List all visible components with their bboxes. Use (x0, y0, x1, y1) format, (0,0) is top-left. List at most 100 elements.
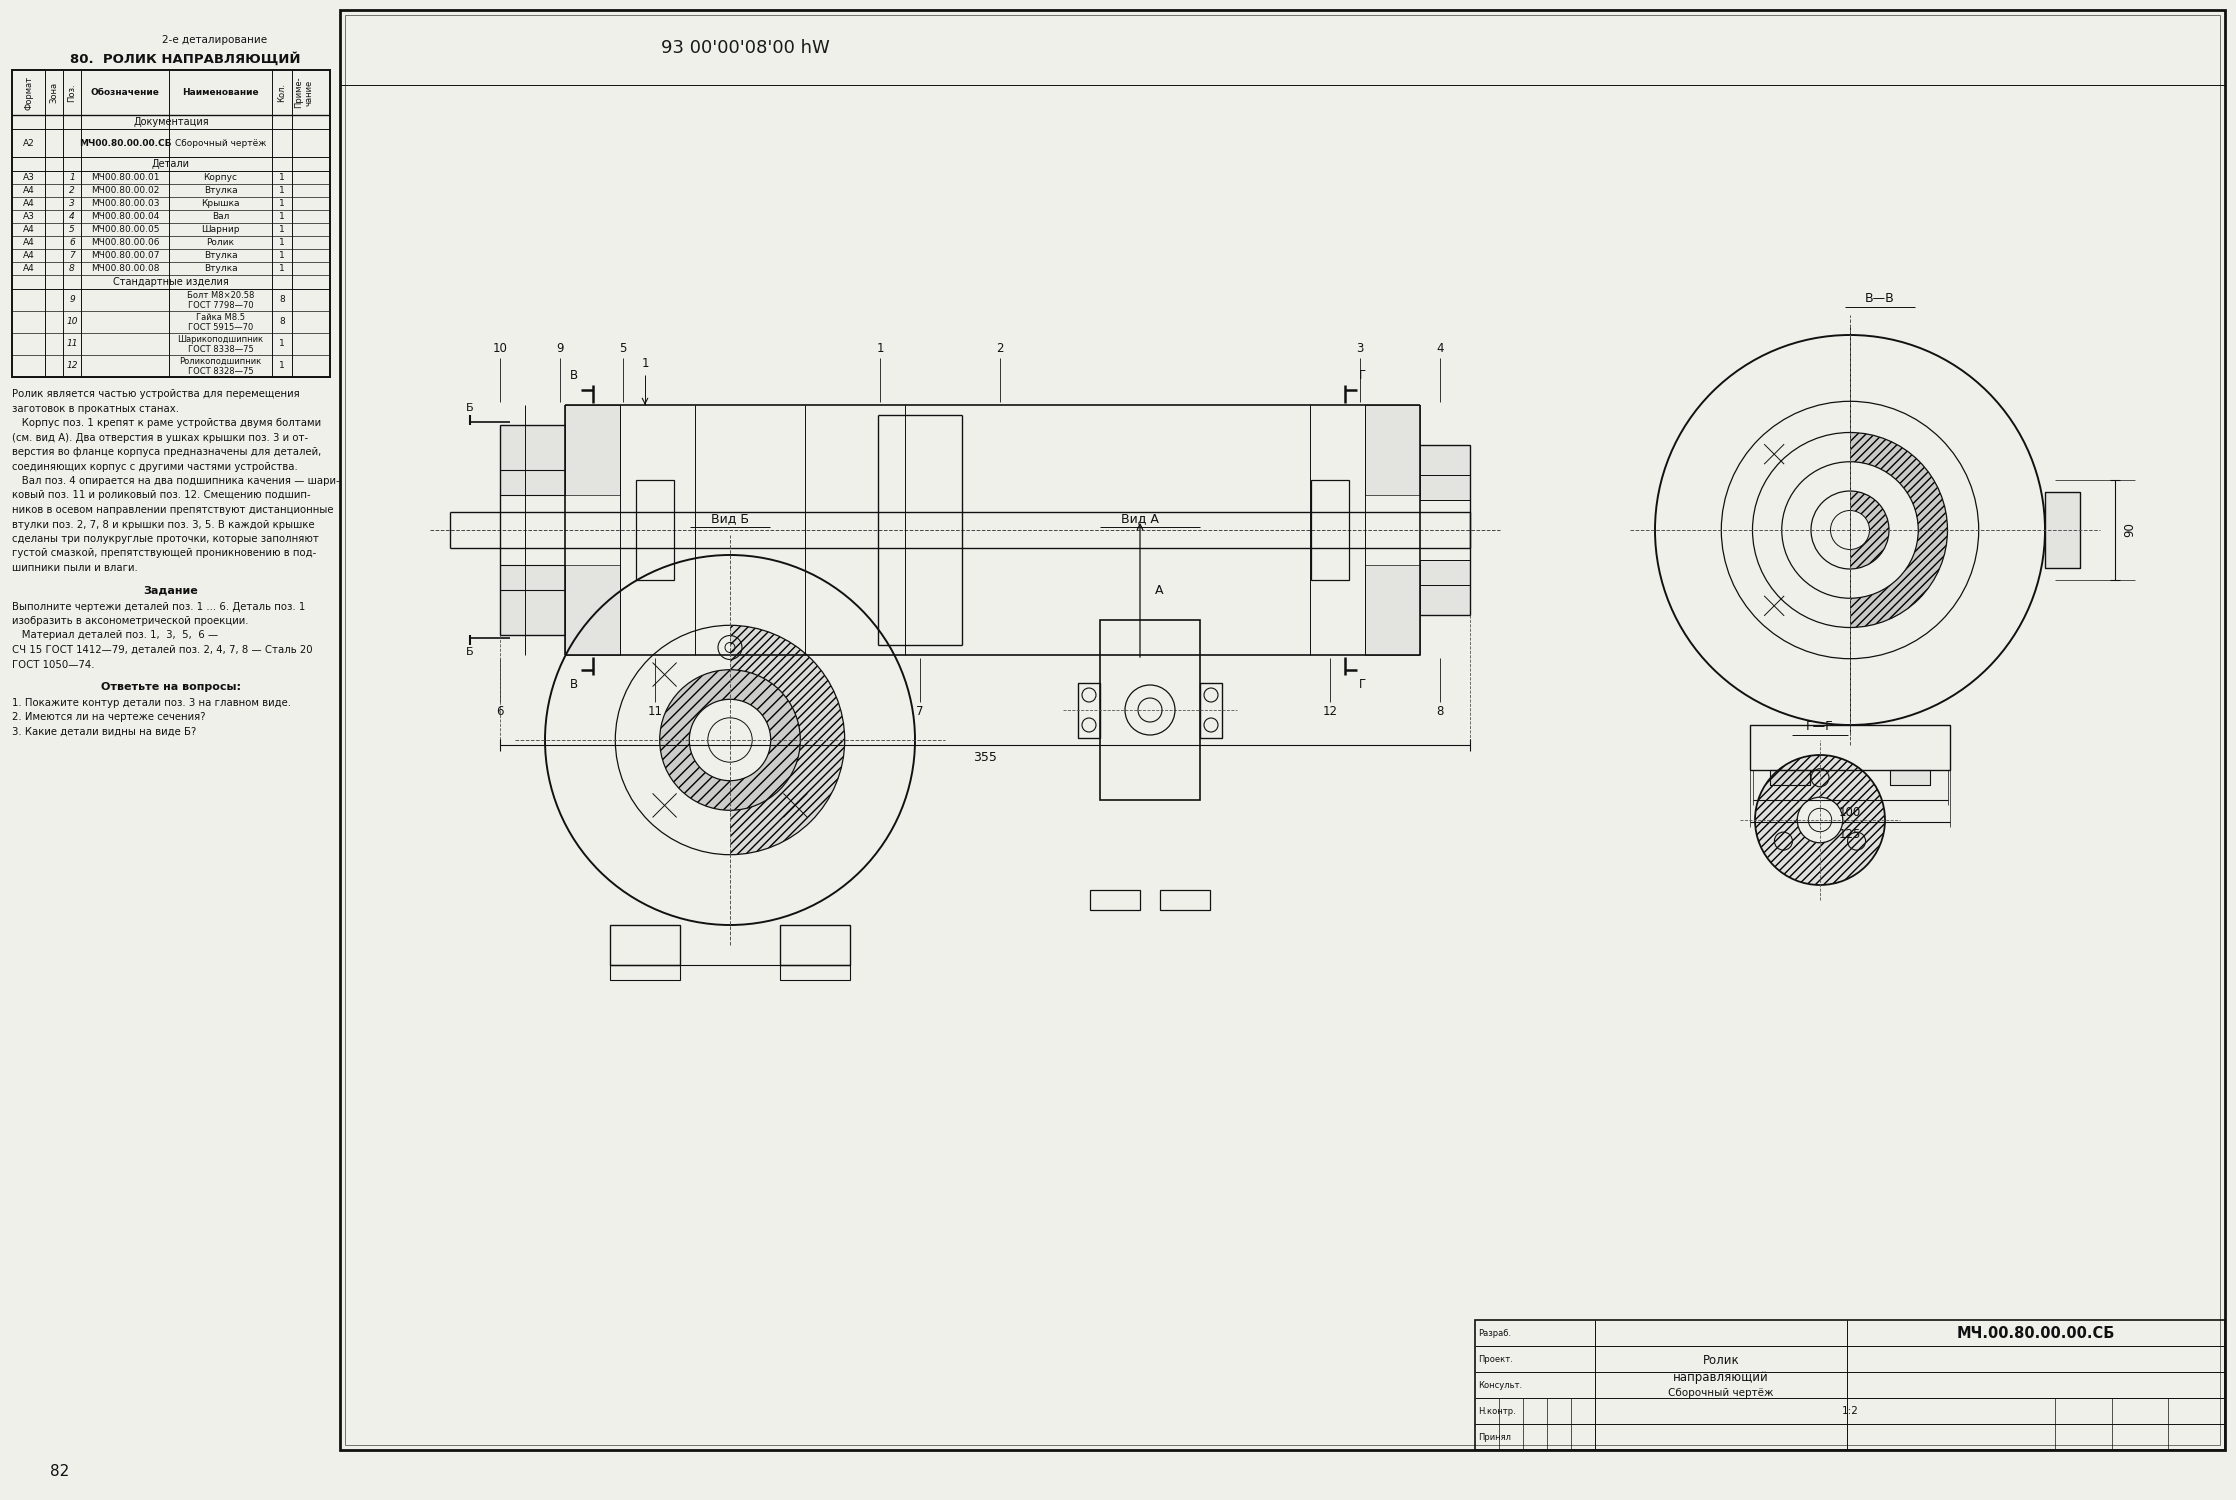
Text: Консульт.: Консульт. (1478, 1380, 1523, 1389)
Bar (501, 566, 566, 590)
Bar (780, 964, 850, 980)
Text: 1: 1 (280, 238, 284, 248)
Text: ГОСТ 7798—70: ГОСТ 7798—70 (188, 300, 253, 309)
Text: Стандартные изделия: Стандартные изделия (114, 278, 228, 286)
Text: Вал поз. 4 опирается на два подшипника качения — шари-: Вал поз. 4 опирается на два подшипника к… (11, 476, 340, 486)
Text: Обозначение: Обозначение (92, 88, 159, 98)
Text: Крышка: Крышка (201, 200, 239, 208)
Text: 2: 2 (69, 186, 74, 195)
Text: Г: Г (1359, 678, 1366, 692)
Text: Г—Г: Г—Г (1807, 720, 1834, 734)
Bar (1771, 770, 1809, 784)
Text: ников в осевом направлении препятствуют дистанционные: ников в осевом направлении препятствуют … (11, 506, 333, 515)
Text: Формат: Формат (25, 75, 34, 109)
Bar (566, 405, 619, 495)
Bar (501, 424, 566, 470)
Text: Поз.: Поз. (67, 82, 76, 102)
Text: 11: 11 (67, 339, 78, 348)
Bar (1476, 1320, 2225, 1450)
Text: шипники пыли и влаги.: шипники пыли и влаги. (11, 562, 139, 573)
Text: Материал деталей поз. 1,  3,  5,  6 —: Материал деталей поз. 1, 3, 5, 6 — (11, 630, 219, 640)
Text: Вид А: Вид А (1120, 512, 1158, 525)
Bar (1420, 585, 1469, 615)
Text: направляющий: направляющий (1673, 1371, 1769, 1384)
Wedge shape (729, 626, 845, 855)
Bar (2046, 492, 2079, 568)
Bar (1420, 476, 1469, 500)
Text: густой смазкой, препятствующей проникновению в под-: густой смазкой, препятствующей проникнов… (11, 549, 315, 558)
Text: 1:2: 1:2 (1842, 1406, 1858, 1416)
Text: ковый поз. 11 и роликовый поз. 12. Смещению подшип-: ковый поз. 11 и роликовый поз. 12. Смеще… (11, 490, 311, 501)
Bar (1364, 405, 1420, 495)
Text: изобразить в аксонометрической проекции.: изобразить в аксонометрической проекции. (11, 616, 248, 626)
Text: 6: 6 (69, 238, 74, 248)
Text: Болт М8×20.58: Болт М8×20.58 (188, 291, 255, 300)
Text: 11: 11 (648, 705, 662, 718)
Bar (635, 480, 673, 580)
Text: 3: 3 (1357, 342, 1364, 355)
Text: Корпус поз. 1 крепят к раме устройства двумя болтами: Корпус поз. 1 крепят к раме устройства д… (11, 419, 322, 428)
Text: Ответьте на вопросы:: Ответьте на вопросы: (101, 682, 241, 692)
Wedge shape (1849, 432, 1948, 627)
Text: Вал: Вал (212, 211, 228, 220)
Bar (1364, 405, 1420, 495)
Text: МЧ.00.80.00.00.СБ: МЧ.00.80.00.00.СБ (1956, 1326, 2115, 1341)
Bar (501, 590, 566, 634)
Text: 125: 125 (1838, 828, 1860, 842)
Wedge shape (1755, 754, 1885, 885)
Bar (1310, 480, 1348, 580)
Text: 12: 12 (1321, 705, 1337, 718)
Text: 9: 9 (557, 342, 563, 355)
Text: 10: 10 (67, 318, 78, 327)
Bar (566, 405, 619, 495)
Bar (610, 964, 680, 980)
Text: Выполните чертежи деталей поз. 1 ... 6. Деталь поз. 1: Выполните чертежи деталей поз. 1 ... 6. … (11, 602, 306, 612)
Bar (1100, 620, 1201, 800)
Text: Принял: Принял (1478, 1432, 1512, 1442)
Bar (501, 470, 566, 495)
Text: 5: 5 (69, 225, 74, 234)
Text: Приме-
чание: Приме- чание (293, 76, 313, 108)
Text: сделаны три полукруглые проточки, которые заполняют: сделаны три полукруглые проточки, которы… (11, 534, 320, 544)
Text: заготовок в прокатных станах.: заготовок в прокатных станах. (11, 404, 179, 414)
Text: А4: А4 (22, 186, 34, 195)
Text: 4: 4 (69, 211, 74, 220)
Bar (1089, 890, 1140, 910)
Bar (1201, 682, 1223, 738)
Bar (1889, 770, 1930, 784)
Text: МЧ00.80.00.00.СБ: МЧ00.80.00.00.СБ (78, 138, 172, 147)
Bar (1078, 682, 1100, 738)
Text: Ролик является частью устройства для перемещения: Ролик является частью устройства для пер… (11, 388, 300, 399)
Text: А: А (1156, 584, 1163, 597)
Text: МЧ00.80.00.02: МЧ00.80.00.02 (92, 186, 159, 195)
Text: МЧ00.80.00.01: МЧ00.80.00.01 (92, 172, 159, 182)
Bar (780, 926, 850, 964)
Text: А4: А4 (22, 225, 34, 234)
Text: 1: 1 (877, 342, 883, 355)
Text: ГОСТ 8338—75: ГОСТ 8338—75 (188, 345, 253, 354)
Bar (1889, 770, 1930, 784)
Bar (566, 566, 619, 656)
Text: А4: А4 (22, 238, 34, 248)
Text: 355: 355 (973, 752, 997, 764)
Text: верстия во фланце корпуса предназначены для деталей,: верстия во фланце корпуса предназначены … (11, 447, 322, 458)
Text: А4: А4 (22, 200, 34, 208)
Text: 1: 1 (280, 362, 284, 370)
Text: 1: 1 (280, 251, 284, 260)
Bar (2046, 492, 2079, 568)
Text: втулки поз. 2, 7, 8 и крышки поз. 3, 5. В каждой крышке: втулки поз. 2, 7, 8 и крышки поз. 3, 5. … (11, 519, 315, 530)
Text: Б: Б (465, 404, 474, 412)
Text: Сборочный чертёж: Сборочный чертёж (174, 138, 266, 147)
Bar (501, 590, 566, 634)
Text: 8: 8 (69, 264, 74, 273)
Text: Втулка: Втулка (203, 264, 237, 273)
Text: 10: 10 (492, 342, 508, 355)
Text: 12: 12 (67, 362, 78, 370)
Bar (1771, 770, 1809, 784)
Text: 7: 7 (917, 705, 923, 718)
Bar (501, 470, 566, 495)
Text: 1: 1 (280, 339, 284, 348)
Bar (1420, 446, 1469, 476)
Text: Задание: Задание (143, 585, 199, 596)
Wedge shape (1849, 490, 1889, 568)
